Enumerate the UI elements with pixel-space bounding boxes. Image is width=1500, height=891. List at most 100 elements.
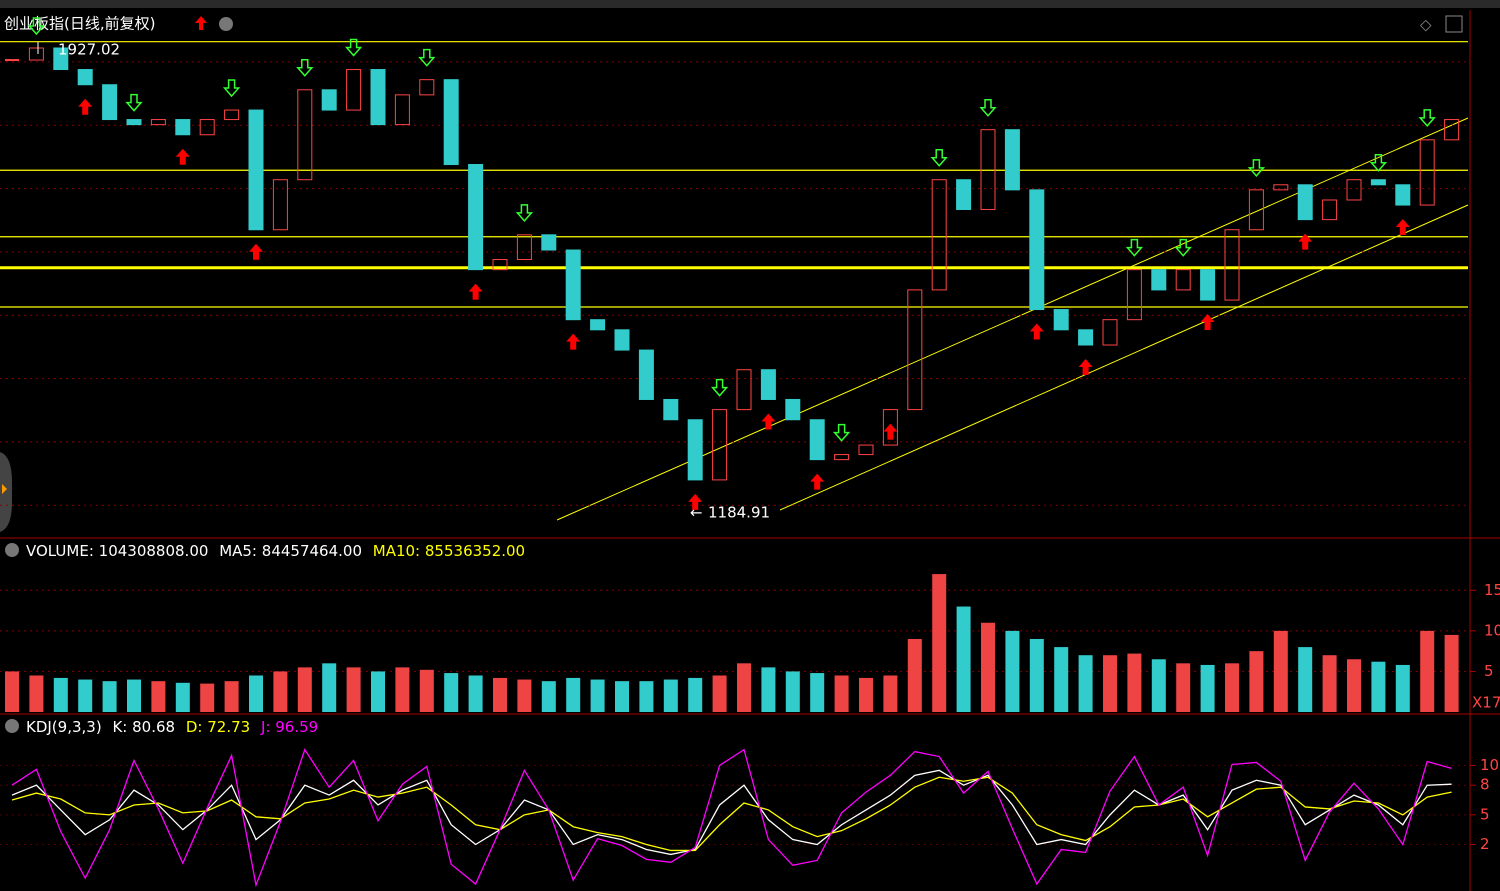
- candle: [28, 47, 44, 61]
- low-label: 1184.91: [708, 504, 770, 522]
- volume-bar: [1322, 655, 1337, 712]
- candle: [370, 69, 386, 126]
- legend-label: D:: [186, 718, 203, 736]
- candle: [1419, 139, 1435, 206]
- volume-bar: [859, 677, 873, 712]
- volume-bar: [444, 673, 459, 712]
- volume-bar: [1347, 659, 1361, 712]
- volume-bar: [127, 679, 141, 712]
- candle: [150, 119, 166, 126]
- volume-bar: [468, 675, 483, 712]
- title-arrow: [195, 16, 207, 30]
- volume-bar: [53, 677, 68, 712]
- candle: [516, 234, 532, 261]
- volume-bar: [956, 606, 971, 712]
- candle: [760, 369, 776, 400]
- candle: [541, 234, 557, 251]
- diamond-button[interactable]: ◇: [1420, 16, 1432, 34]
- candle: [663, 398, 679, 421]
- trend-line: [779, 204, 1469, 511]
- volume-bar: [371, 671, 385, 712]
- volume-bar: [1176, 663, 1191, 712]
- volume-bar: [810, 673, 825, 712]
- volume-bar: [1420, 630, 1435, 712]
- volume-bar: [224, 681, 239, 712]
- menu-button[interactable]: [5, 719, 19, 733]
- y-tick-label: 10: [1480, 756, 1499, 774]
- legend-value: 104308808.00: [99, 542, 209, 560]
- volume-bar: [273, 671, 288, 712]
- candle: [77, 69, 93, 86]
- menu-button[interactable]: [219, 17, 233, 31]
- candle: [1370, 179, 1386, 186]
- candle: [419, 79, 435, 96]
- candle: [1102, 319, 1118, 346]
- candle: [565, 249, 581, 321]
- side-handle[interactable]: [0, 452, 12, 532]
- kdj-legend: KDJ(9,3,3) K: 80.68 D: 72.73 J: 96.59: [26, 718, 318, 736]
- volume-bar: [566, 677, 581, 712]
- candle: [468, 164, 484, 271]
- sell-signal: [710, 378, 729, 397]
- y-tick-label: 2: [1480, 835, 1490, 853]
- legend-label: MA10:: [373, 542, 420, 560]
- sell-signal: [222, 79, 241, 98]
- low-pointer: ←: [690, 504, 703, 522]
- menu-button[interactable]: [5, 543, 19, 557]
- max-button[interactable]: [1445, 15, 1463, 33]
- toolbar[interactable]: [0, 0, 1500, 8]
- candle: [687, 419, 703, 481]
- candle: [321, 89, 337, 111]
- buy-signal: [883, 423, 898, 440]
- candle: [1004, 129, 1020, 191]
- trend-line: [556, 117, 1469, 521]
- volume-bar: [249, 675, 263, 712]
- volume-bar: [907, 638, 922, 712]
- legend-label: VOLUME:: [26, 542, 94, 560]
- volume-bar: [151, 681, 166, 712]
- volume-bar: [1005, 630, 1020, 712]
- volume-bar: [712, 675, 727, 712]
- volume-bar: [1298, 647, 1313, 712]
- candle: [882, 409, 898, 446]
- candle: [834, 454, 850, 461]
- legend-label: J:: [260, 718, 270, 736]
- volume-bar: [663, 679, 678, 712]
- kdj-line: [11, 776, 1452, 852]
- candle: [590, 319, 606, 331]
- volume-bar: [419, 669, 434, 712]
- candle: [1444, 119, 1460, 141]
- sell-signal: [1125, 238, 1144, 257]
- sell-signal: [344, 38, 363, 57]
- candle: [980, 129, 996, 210]
- sell-signal: [930, 148, 948, 167]
- candle: [736, 369, 752, 411]
- volume-bar: [493, 677, 507, 712]
- candle: [1029, 189, 1045, 311]
- candle: [638, 349, 654, 400]
- volume-bar: [175, 682, 190, 712]
- volume-bar: [1444, 634, 1459, 712]
- volume-bar: [883, 675, 898, 712]
- volume-bar: [541, 681, 556, 712]
- candle: [1297, 184, 1313, 221]
- candle: [102, 84, 118, 121]
- volume-bar: [346, 667, 361, 712]
- volume-bar: [1249, 651, 1264, 712]
- candle: [785, 398, 801, 421]
- legend-label: MA5:: [219, 542, 257, 560]
- candle: [1200, 269, 1216, 301]
- candle: [1151, 269, 1167, 291]
- side-handle-arrow: [2, 484, 7, 494]
- volume-bar: [615, 681, 629, 712]
- volume-bar: [834, 675, 849, 712]
- candle: [956, 179, 972, 210]
- candle: [394, 94, 410, 126]
- volume-bar: [200, 683, 215, 712]
- buy-signal: [1078, 359, 1093, 376]
- buy-signal: [566, 333, 581, 350]
- volume-bar: [29, 675, 44, 712]
- buy-signal: [1200, 314, 1215, 331]
